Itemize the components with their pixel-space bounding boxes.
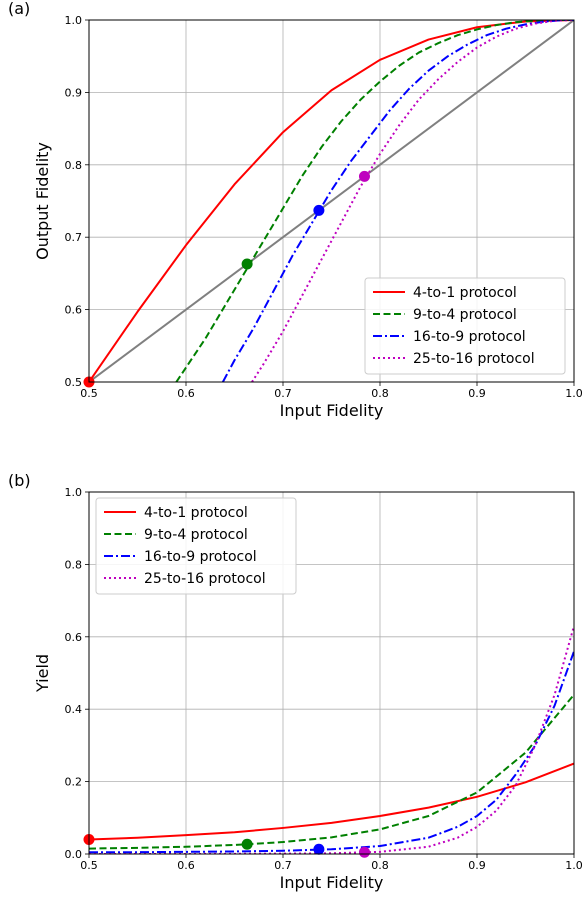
axes-frame xyxy=(88,491,575,855)
series-line-2 xyxy=(175,20,574,382)
legend: 4-to-1 protocol 9-to-4 protocol 16-to-9 pr… xyxy=(364,277,566,375)
legend-entry-label: 16-to-9 protocol xyxy=(413,329,526,345)
plot-area xyxy=(89,20,574,382)
x-tick-label: 0.5 xyxy=(80,859,98,872)
legend-entry-label: 9-to-4 protocol xyxy=(144,527,248,543)
y-tick-label: 0.0 xyxy=(65,848,83,861)
series-line-1 xyxy=(89,762,574,841)
y-tick-label: 0.2 xyxy=(65,776,83,789)
x-tick-label: 1.0 xyxy=(565,387,583,400)
fixed-point-marker-4 xyxy=(358,170,370,182)
legend-entry-label: 25-to-16 protocol xyxy=(144,571,266,587)
x-tick-label: 0.5 xyxy=(80,387,98,400)
x-tick-label: 0.6 xyxy=(177,859,195,872)
y-axis-label: Output Fidelity xyxy=(33,142,52,260)
panel-label: (b) xyxy=(8,471,31,490)
x-axis-label: Input Fidelity xyxy=(280,401,384,420)
y-tick-label: 0.6 xyxy=(65,304,83,317)
x-tick-label: 0.7 xyxy=(274,859,292,872)
x-tick-label: 0.9 xyxy=(468,387,486,400)
legend-entry-label: 25-to-16 protocol xyxy=(413,351,535,367)
fixed-point-marker-2 xyxy=(241,258,253,270)
series-line-3 xyxy=(89,650,574,854)
x-tick-label: 0.6 xyxy=(177,387,195,400)
panel-label: (a) xyxy=(8,0,30,18)
series-line-4 xyxy=(89,625,574,854)
x-tick-label: 0.9 xyxy=(468,859,486,872)
fixed-point-marker-3 xyxy=(313,204,325,216)
legend-entry-label: 16-to-9 protocol xyxy=(144,549,257,565)
y-tick-label: 1.0 xyxy=(65,486,83,499)
y-tick-label: 0.9 xyxy=(65,86,83,99)
x-tick-label: 0.8 xyxy=(371,387,389,400)
legend-box xyxy=(95,497,297,595)
panel-a-output-fidelity-chart: (a) 0.5 0.6 0.7 0.8 0.9 1.0 0.5 0.6 0.7 0.8 0.9 1.0 I… xyxy=(8,0,583,420)
plot-area xyxy=(89,625,574,854)
y-tick-label: 0.6 xyxy=(65,631,83,644)
y-tick-label: 0.8 xyxy=(65,558,83,571)
y-tick-label: 0.5 xyxy=(65,376,83,389)
legend-entry-label: 4-to-1 protocol xyxy=(413,285,517,301)
fixed-point-marker-4 xyxy=(358,846,370,858)
x-tick-label: 0.7 xyxy=(274,387,292,400)
fixed-point-marker-3 xyxy=(313,843,325,855)
x-tick-label: 1.0 xyxy=(565,859,583,872)
axes-frame xyxy=(88,19,575,383)
fixed-point-marker-2 xyxy=(241,838,253,850)
x-tick-label: 0.8 xyxy=(371,859,389,872)
legend-entry-label: 9-to-4 protocol xyxy=(413,307,517,323)
x-axis-label: Input Fidelity xyxy=(280,873,384,892)
reference-diagonal-line xyxy=(89,20,574,382)
series-line-1 xyxy=(89,20,574,382)
legend-box xyxy=(364,277,566,375)
series-line-2 xyxy=(89,694,574,850)
legend: 4-to-1 protocol 9-to-4 protocol 16-to-9 pr… xyxy=(95,497,297,595)
legend-entry-label: 4-to-1 protocol xyxy=(144,505,248,521)
series-line-3 xyxy=(221,20,574,382)
y-tick-label: 1.0 xyxy=(65,14,83,27)
y-tick-label: 0.7 xyxy=(65,231,83,244)
panel-b-yield-chart: (b) 0.5 0.6 0.7 0.8 0.9 1.0 0.0 0.2 0.4 0.6 0.8 1.0 I… xyxy=(8,471,583,892)
y-tick-label: 0.4 xyxy=(65,703,83,716)
y-axis-label: Yield xyxy=(33,654,52,693)
y-tick-label: 0.8 xyxy=(65,159,83,172)
